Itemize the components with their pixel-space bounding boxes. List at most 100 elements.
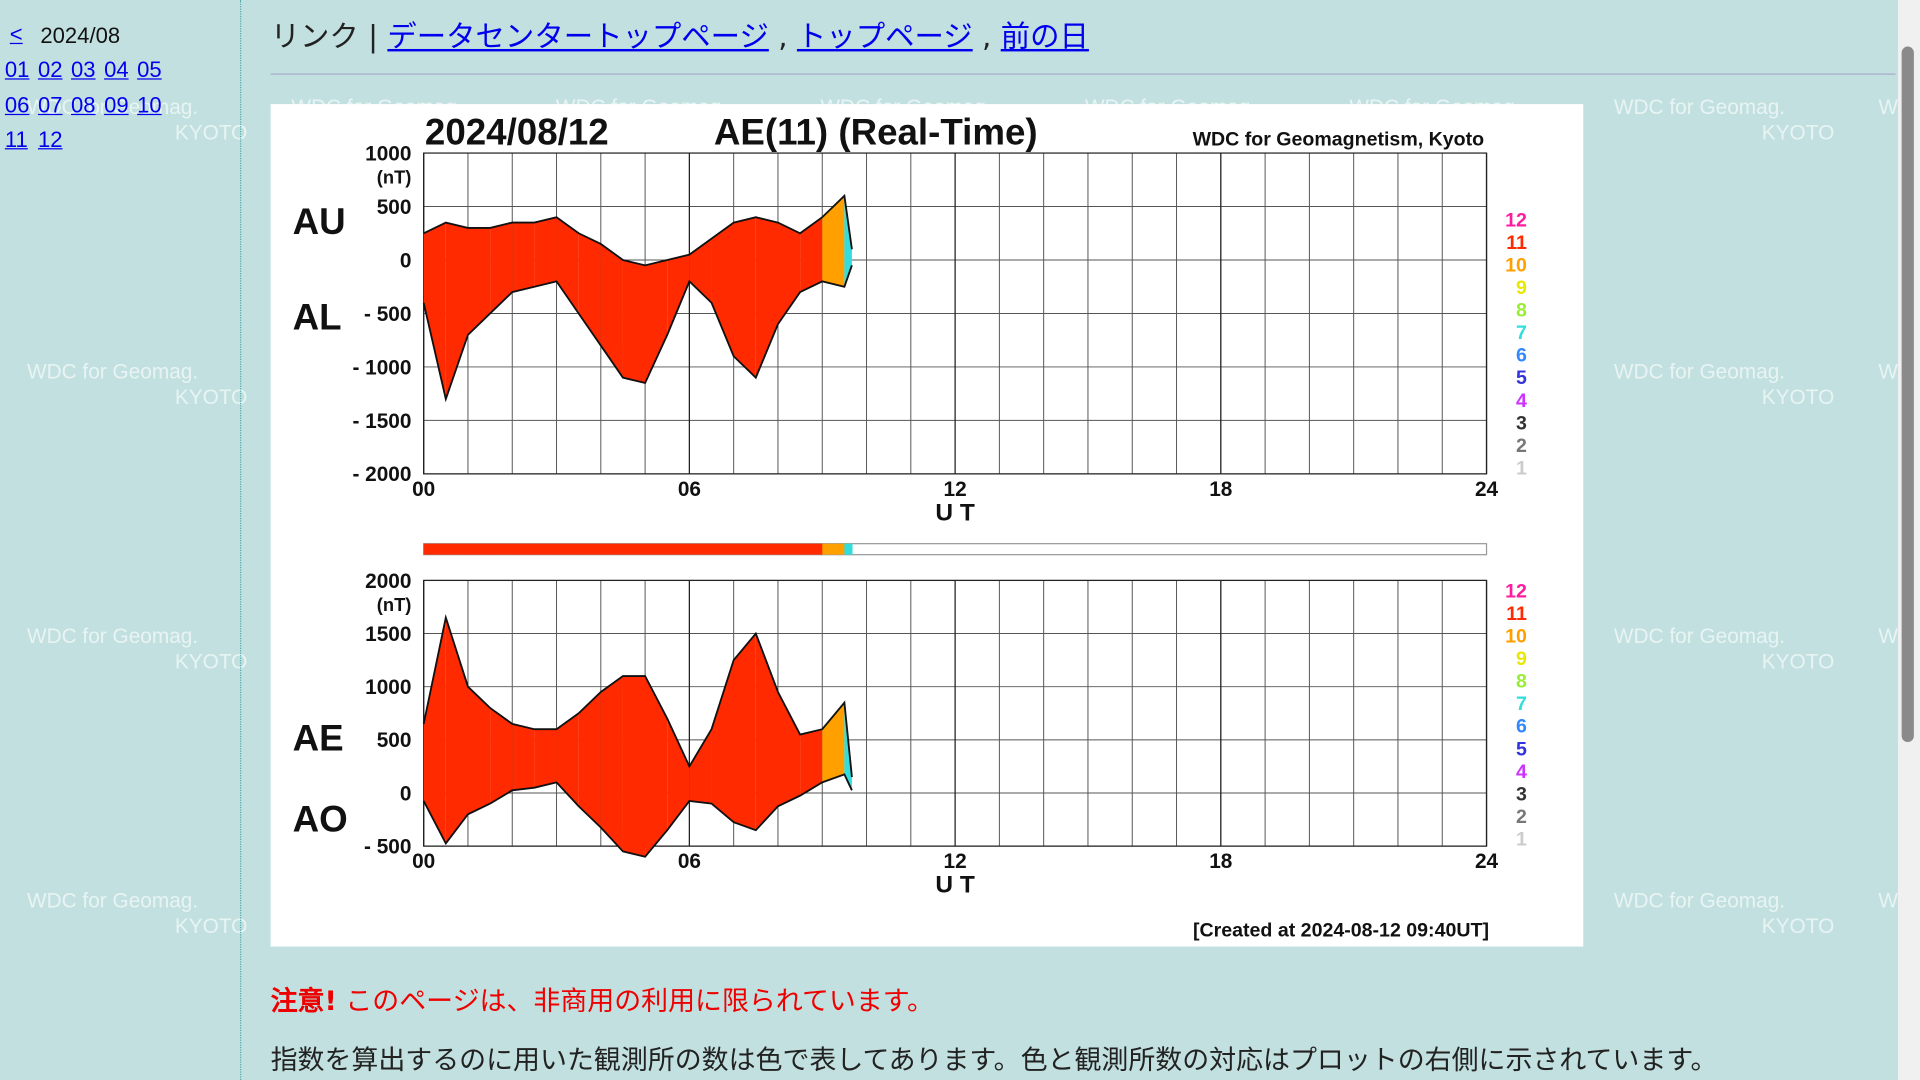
day-link[interactable]: 07 <box>37 92 63 118</box>
coverage-segment <box>578 543 602 555</box>
watermark: WDC for Geomag.KYOTO <box>1614 888 1834 939</box>
band-segment <box>822 195 845 287</box>
link[interactable]: データセンタートップページ <box>387 19 769 54</box>
watermark: WDC for Geomag.KYOTO <box>1614 359 1834 410</box>
watermark-line: KYOTO <box>174 121 248 145</box>
sidebar: < 2024/08 01 02 03 04 05 06 07 08 09 10 11 12 <box>0 0 242 1080</box>
day-link[interactable]: 03 <box>71 57 96 83</box>
band-segment <box>600 676 623 852</box>
coverage-segment <box>622 543 646 555</box>
day-link[interactable]: 01 <box>4 57 30 83</box>
watermark: WDC for Geomag.KYOTO <box>1878 359 1898 410</box>
watermark-line: WDC for Geomag. <box>26 888 199 913</box>
watermark: WDC for Geomag.KYOTO <box>1878 623 1898 674</box>
station-legend: 9 <box>1516 277 1527 299</box>
watermark: WDC for Geomag.KYOTO <box>27 359 247 410</box>
link[interactable]: トップページ <box>796 19 973 54</box>
y-tick-label: - 500 <box>364 835 411 858</box>
band-segment <box>755 633 778 831</box>
band-segment <box>467 227 491 335</box>
watermark: WDC for Geomag.KYOTO <box>1614 94 1834 145</box>
separator: , <box>982 19 992 54</box>
series-label: AO <box>293 798 348 839</box>
coverage-segment <box>711 543 735 555</box>
y-tick-label: 500 <box>377 729 412 752</box>
divider <box>270 73 1896 75</box>
band-segment <box>711 222 734 357</box>
y-tick-label: 500 <box>377 196 412 219</box>
station-legend: 10 <box>1505 255 1527 277</box>
x-tick-label: 12 <box>944 850 967 873</box>
coverage-segment <box>755 543 779 555</box>
notice: 注意! このページは、非商用の利用に限られています。 <box>271 980 934 1019</box>
band-segment <box>667 254 690 335</box>
watermark: WDC for Geomag.KYOTO <box>27 888 247 939</box>
coverage-segment <box>844 543 853 555</box>
watermark-line: WDC for Geomag. <box>26 360 199 384</box>
day-link[interactable]: 11 <box>4 127 28 153</box>
coverage-segment <box>800 543 823 555</box>
day-link[interactable]: 09 <box>104 92 129 118</box>
station-legend: 10 <box>1505 626 1527 648</box>
ae-plot: 2024/08/12 AE(11) (Real-Time) WDC for Geom… <box>270 104 1584 947</box>
y-tick-label: 1500 <box>365 623 411 646</box>
coverage-segment <box>645 543 668 555</box>
coverage-segment <box>467 543 491 555</box>
watermark-line: KYOTO <box>174 914 248 938</box>
band-segment <box>578 233 601 346</box>
day-link[interactable]: 10 <box>137 92 162 118</box>
y-tick-label: - 1000 <box>352 356 411 379</box>
series-label: AE <box>293 718 344 759</box>
station-legend: 6 <box>1516 716 1527 738</box>
day-link[interactable]: 12 <box>37 127 63 153</box>
x-tick-label: 00 <box>412 478 435 501</box>
band-segment <box>733 633 756 831</box>
band-segment <box>777 692 801 807</box>
day-link[interactable]: 05 <box>137 57 162 83</box>
station-legend: 9 <box>1516 648 1527 670</box>
coverage-segment <box>445 543 469 555</box>
station-legend: 2 <box>1516 435 1527 457</box>
coverage-segment <box>733 543 757 555</box>
day-link[interactable]: 02 <box>37 57 63 83</box>
day-link[interactable]: 06 <box>4 92 30 118</box>
coverage-segment <box>667 543 691 555</box>
watermark-line: WDC for Geomag. <box>1613 888 1786 913</box>
x-tick-label: 18 <box>1209 850 1232 873</box>
station-legend: 11 <box>1506 232 1527 254</box>
x-axis-label: U T <box>935 872 974 899</box>
watermark-line: WDC for Geomag. <box>1878 95 1898 119</box>
watermark-line: KYOTO <box>1761 914 1835 938</box>
scrollbar-thumb[interactable] <box>1901 46 1914 743</box>
band-segment <box>423 617 446 844</box>
band-segment <box>578 692 601 828</box>
station-legend: 1 <box>1516 828 1527 850</box>
x-tick-label: 18 <box>1209 478 1232 501</box>
watermark-line: KYOTO <box>1761 650 1835 674</box>
day-link[interactable]: 04 <box>104 57 129 83</box>
station-legend: 1 <box>1516 457 1527 479</box>
watermark-line: KYOTO <box>1878 913 1898 939</box>
watermark-line: KYOTO <box>1761 385 1835 409</box>
band-segment <box>600 243 623 378</box>
x-tick-label: 24 <box>1475 850 1499 873</box>
x-tick-label: 00 <box>412 850 435 873</box>
band-segment <box>622 676 646 857</box>
plot-title: AE(11) (Real-Time) <box>714 111 1038 152</box>
prev-month-link[interactable]: < <box>9 22 23 47</box>
watermark: WDC for Geomag.KYOTO <box>1878 94 1898 145</box>
band-segment <box>645 260 668 383</box>
link[interactable]: 前の日 <box>1000 19 1089 54</box>
band-segment <box>490 222 513 314</box>
station-legend: 8 <box>1516 671 1527 693</box>
watermark-line: KYOTO <box>1878 120 1898 146</box>
station-legend: 7 <box>1516 693 1527 715</box>
x-tick-label: 24 <box>1475 478 1499 501</box>
watermark-line: KYOTO <box>174 385 248 409</box>
series-label: AL <box>293 296 342 337</box>
band-segment <box>667 718 690 831</box>
station-legend: 8 <box>1516 300 1527 322</box>
day-link[interactable]: 08 <box>71 92 96 118</box>
watermark-line: WDC for Geomag. <box>1878 624 1898 648</box>
